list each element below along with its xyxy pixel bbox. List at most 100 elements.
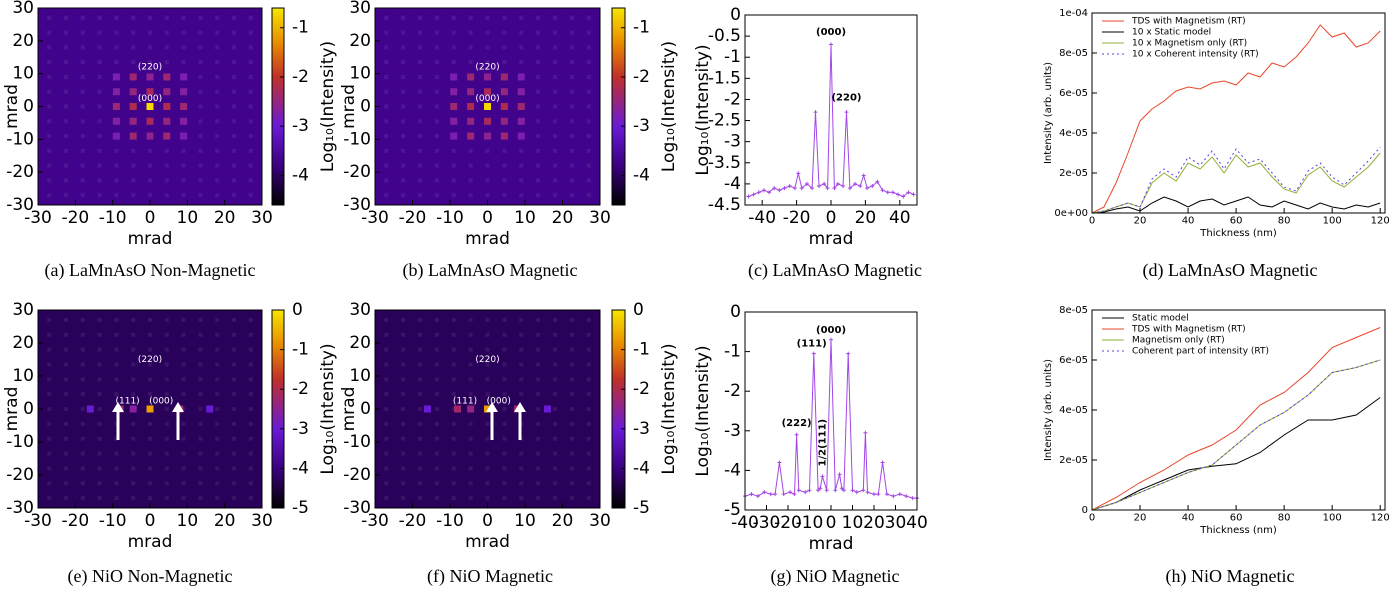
y-tick-label: 2e-05: [1059, 455, 1088, 466]
lattice-texture: [198, 178, 203, 183]
x-tick-label: 20: [1134, 216, 1147, 227]
marker: [788, 490, 793, 495]
lattice-texture: [80, 74, 85, 79]
x-tick-label: 0: [1089, 216, 1095, 227]
lattice-texture: [148, 481, 152, 486]
x-tick-label: 60: [1230, 216, 1243, 227]
spot: [484, 117, 491, 125]
arrow-head: [112, 402, 124, 412]
lattice-texture: [198, 466, 203, 471]
arrow-head: [172, 402, 184, 412]
marker: [804, 181, 809, 186]
spot: [484, 73, 491, 81]
lattice-texture: [519, 60, 524, 65]
lattice-texture: [536, 451, 541, 456]
lattice-texture: [131, 178, 136, 183]
x-tick-label: 20: [855, 208, 877, 228]
lattice-texture: [248, 407, 253, 411]
y-tick-label: 0: [360, 399, 371, 419]
marker: [846, 351, 851, 356]
marker: [746, 194, 751, 199]
lattice-texture: [401, 496, 406, 501]
lattice-texture: [485, 332, 490, 337]
lattice-texture: [502, 148, 507, 153]
lattice-texture: [97, 392, 102, 397]
lattice-texture: [131, 45, 136, 50]
lattice-texture: [553, 392, 557, 397]
x-axis-label: mrad: [809, 534, 854, 554]
lattice-texture: [97, 30, 102, 35]
lattice-texture: [418, 317, 422, 322]
spot: [129, 88, 137, 96]
lattice-texture: [181, 317, 186, 322]
lattice-texture: [519, 30, 524, 35]
lattice-texture: [164, 317, 169, 322]
y-axis-label: Intensity (arb. units): [1043, 62, 1054, 164]
marker: [777, 188, 782, 193]
lattice-texture: [47, 178, 52, 183]
marker: [904, 494, 909, 499]
lattice-texture: [198, 104, 203, 109]
lattice-texture: [434, 193, 439, 198]
lattice-texture: [586, 317, 591, 322]
lattice-texture: [502, 317, 507, 322]
panel: TDS with Magnetism (RT)10 x Static model…: [1043, 8, 1390, 281]
lattice-texture: [47, 45, 52, 50]
lattice-texture: [384, 74, 389, 79]
legend-label: Coherent part of intensity (RT): [1132, 347, 1269, 357]
y-tick-label: -30: [6, 498, 34, 518]
y-tick-label: 0: [1082, 505, 1088, 516]
lattice-texture: [47, 377, 52, 382]
arrow-head: [514, 402, 526, 412]
spot: [146, 405, 154, 413]
lattice-texture: [131, 362, 136, 367]
lattice-texture: [384, 377, 389, 382]
lattice-texture: [536, 481, 541, 486]
marker: [761, 188, 766, 193]
lattice-texture: [536, 15, 541, 20]
lattice-texture: [232, 89, 236, 94]
lattice-texture: [97, 193, 102, 198]
annotation: (220): [138, 63, 162, 73]
lattice-texture: [47, 134, 52, 139]
lattice-texture: [418, 362, 422, 367]
lattice-texture: [198, 74, 203, 79]
lattice-texture: [215, 148, 220, 153]
lattice-texture: [148, 466, 152, 471]
y-tick-label: -5: [724, 500, 741, 520]
lattice-texture: [434, 332, 439, 337]
lattice-texture: [80, 466, 85, 471]
lattice-texture: [502, 496, 507, 501]
lattice-texture: [148, 392, 152, 397]
lattice-texture: [248, 30, 253, 35]
y-tick-label: 30: [349, 0, 371, 18]
lattice-texture: [418, 481, 422, 486]
lattice-texture: [232, 119, 236, 124]
lattice-texture: [47, 407, 52, 411]
lattice-texture: [502, 377, 507, 382]
y-tick-label: 0: [360, 97, 371, 117]
lattice-texture: [164, 421, 169, 426]
lattice-texture: [586, 163, 591, 168]
lattice-texture: [114, 15, 119, 20]
lattice-texture: [451, 466, 456, 471]
lattice-texture: [232, 347, 236, 352]
spot: [500, 117, 508, 125]
lattice-texture: [451, 193, 456, 198]
colorbar-tick-label: 0: [633, 300, 644, 320]
lattice-texture: [502, 193, 507, 198]
lattice-texture: [384, 466, 389, 471]
colorbar-tick-label: -3: [292, 419, 309, 439]
lattice-texture: [569, 134, 574, 139]
spot: [163, 117, 171, 125]
lattice-texture: [248, 466, 253, 471]
caption: (b) LaMnAsO Magnetic: [403, 260, 578, 281]
annotation: (111): [453, 396, 477, 406]
lattice-texture: [248, 45, 253, 50]
lattice-texture: [553, 148, 557, 153]
lattice-texture: [47, 317, 52, 322]
lattice-texture: [164, 30, 169, 35]
lattice-texture: [80, 407, 85, 411]
